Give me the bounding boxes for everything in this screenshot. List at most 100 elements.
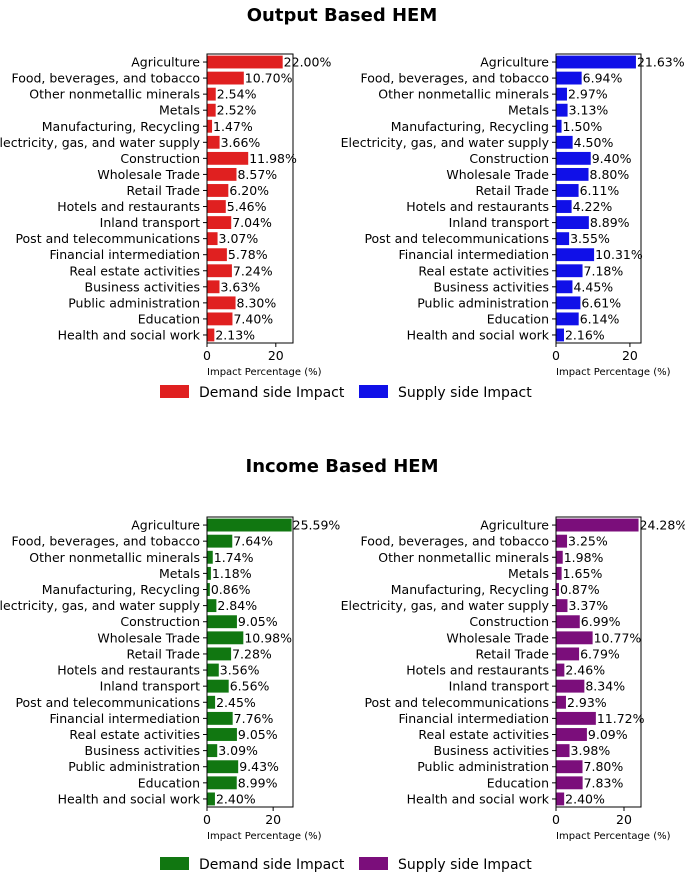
plot-frame — [555, 53, 642, 344]
data-label: 8.80% — [590, 167, 630, 182]
data-label: 6.20% — [229, 183, 269, 198]
category-label: Retail Trade — [475, 646, 549, 661]
data-label: 11.98% — [249, 151, 297, 166]
category-label: Manufacturing, Recycling — [42, 582, 200, 597]
bar — [556, 583, 559, 596]
bar — [556, 599, 568, 613]
bar — [207, 760, 239, 774]
data-label: 2.97% — [568, 87, 608, 102]
x-axis-label: Impact Percentage (%) — [556, 367, 671, 378]
category-label: Electricity, gas, and water supply — [0, 598, 201, 613]
category-label: Health and social work — [407, 791, 550, 806]
category-label: Food, beverages, and tobacco — [360, 534, 549, 549]
plot-frame — [206, 53, 294, 344]
data-label: 4.22% — [573, 199, 613, 214]
data-label: 3.09% — [218, 743, 258, 758]
category-label: Real estate activities — [69, 727, 200, 742]
data-label: 6.14% — [580, 311, 620, 326]
bar — [556, 184, 579, 197]
data-label: 3.55% — [570, 231, 610, 246]
category-label: Electricity, gas, and water supply — [341, 135, 550, 150]
bar — [207, 679, 229, 693]
category-label: Agriculture — [131, 55, 200, 70]
legend-label: Demand side Impact — [199, 857, 345, 873]
data-label: 25.59% — [293, 518, 341, 533]
category-label: Food, beverages, and tobacco — [11, 71, 200, 86]
bar — [207, 566, 211, 580]
category-label: Hotels and restaurants — [406, 199, 549, 214]
bar — [207, 792, 215, 806]
data-label: 7.76% — [234, 711, 274, 726]
legend-entry: Supply side Impact — [359, 857, 532, 873]
data-label: 10.98% — [244, 630, 292, 645]
category-label: Food, beverages, and tobacco — [360, 71, 549, 86]
bar — [556, 728, 587, 741]
data-label: 9.40% — [592, 151, 632, 166]
x-tick-label: 20 — [622, 348, 638, 363]
bar — [556, 631, 593, 645]
category-label: Manufacturing, Recycling — [391, 119, 549, 134]
category-label: Post and telecommunications — [364, 231, 549, 246]
data-label: 10.31% — [595, 247, 643, 262]
data-label: 4.50% — [574, 135, 614, 150]
legend-swatch — [160, 385, 189, 398]
category-label: Construction — [469, 614, 549, 629]
bar — [207, 518, 292, 532]
data-label: 21.63% — [637, 55, 685, 70]
category-label: Financial intermediation — [50, 247, 201, 262]
chart-title: Output Based HEM — [247, 5, 438, 26]
data-label: 7.83% — [584, 775, 624, 790]
data-label: 5.78% — [228, 247, 268, 262]
bar — [207, 711, 233, 725]
data-label: 3.25% — [568, 534, 608, 549]
x-tick-label: 20 — [616, 812, 632, 827]
bar — [207, 695, 216, 709]
bar — [207, 264, 232, 278]
data-label: 2.13% — [215, 327, 255, 342]
bar — [556, 566, 562, 580]
data-label: 6.11% — [580, 183, 620, 198]
category-label: Inland transport — [449, 679, 549, 694]
data-label: 9.05% — [238, 727, 278, 742]
data-label: 7.80% — [584, 759, 624, 774]
legend-label: Supply side Impact — [398, 385, 532, 401]
bar — [207, 135, 220, 149]
bar — [556, 312, 579, 326]
bar — [207, 328, 215, 342]
bar — [207, 534, 233, 548]
data-label: 3.13% — [569, 103, 609, 118]
bar — [207, 583, 210, 596]
bar — [207, 119, 213, 133]
category-label: Business activities — [85, 279, 200, 294]
data-label: 3.66% — [221, 135, 261, 150]
category-label: Inland transport — [100, 215, 200, 230]
data-label: 3.07% — [219, 231, 259, 246]
chart-panel-1: Output Based HEM Agriculture 22.00% Food, b… — [0, 5, 437, 378]
data-label: 5.46% — [227, 199, 267, 214]
x-tick-label: 0 — [552, 348, 560, 363]
bar — [556, 760, 583, 774]
x-tick-label: 0 — [203, 348, 211, 363]
chart-panel-2: Agriculture 21.63% Food, beverages, and to… — [341, 53, 685, 378]
category-label: Post and telecommunications — [364, 695, 549, 710]
category-label: Metals — [159, 103, 200, 118]
bar — [207, 184, 229, 197]
category-label: Wholesale Trade — [97, 167, 200, 182]
data-label: 8.99% — [238, 775, 278, 790]
legend-entry: Demand side Impact — [160, 857, 345, 873]
legend-swatch — [160, 857, 189, 870]
category-label: Metals — [508, 566, 549, 581]
bar — [556, 328, 564, 342]
bar — [556, 264, 583, 278]
bar — [556, 792, 565, 806]
bar — [556, 248, 595, 262]
data-label: 3.63% — [220, 279, 260, 294]
data-label: 0.87% — [560, 582, 600, 597]
x-axis-label: Impact Percentage (%) — [556, 831, 671, 842]
bar — [207, 87, 216, 101]
bar — [207, 728, 237, 741]
bar — [556, 71, 582, 85]
category-label: Health and social work — [58, 327, 201, 342]
bar — [556, 695, 566, 709]
category-label: Wholesale Trade — [97, 630, 200, 645]
